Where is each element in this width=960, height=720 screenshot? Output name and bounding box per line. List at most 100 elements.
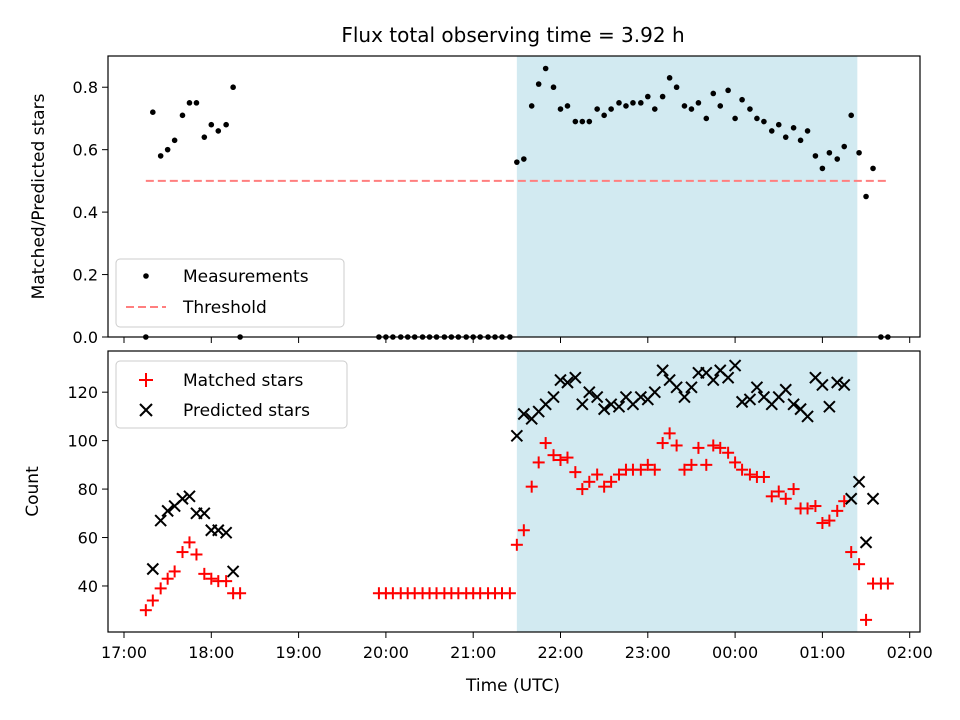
matched-point (176, 546, 189, 559)
matched-point (714, 441, 727, 454)
measurement-point (201, 134, 208, 140)
matched-point (183, 536, 196, 549)
matched-point (707, 439, 720, 452)
measurement-point (688, 106, 695, 112)
bottom-legend: Matched stars Predicted stars (115, 360, 348, 429)
matched-point (765, 490, 778, 503)
measurement-point (870, 165, 876, 172)
predicted-point (845, 492, 858, 505)
matched-point (831, 504, 844, 517)
matched-point (234, 587, 247, 600)
bottom-highlight-span (516, 351, 858, 632)
predicted-point (576, 398, 589, 411)
matched-point (190, 548, 203, 561)
measurement-point (171, 137, 178, 144)
x-tick-label: 17:00 (101, 643, 147, 662)
predicted-point (721, 371, 735, 384)
measurement-point (848, 112, 855, 119)
predicted-point (823, 400, 836, 413)
top-y-tick-label: 0.8 (73, 78, 98, 97)
measurement-point (542, 65, 549, 72)
legend-measurements-marker (143, 273, 149, 279)
bottom-y-tick-label: 100 (67, 432, 98, 451)
x-tick-label: 20:00 (363, 643, 409, 662)
matched-point (517, 524, 530, 537)
x-tick-label: 00:00 (712, 643, 758, 662)
predicted-point (816, 378, 829, 392)
measurement-point (623, 103, 629, 109)
measurement-point (826, 149, 833, 156)
predicted-point (198, 507, 211, 520)
measurement-point (812, 153, 819, 159)
predicted-point (183, 490, 196, 503)
measurement-point (638, 100, 644, 106)
measurement-point (601, 112, 607, 119)
matched-point (146, 594, 159, 607)
predicted-point (787, 398, 800, 411)
measurement-point (703, 115, 710, 122)
measurement-point (514, 159, 520, 165)
measurement-point (157, 153, 164, 159)
predicted-point (859, 536, 873, 549)
top-axes-frame (107, 55, 921, 338)
measurement-point (550, 84, 557, 91)
matched-point (860, 613, 873, 626)
matched-point (656, 437, 669, 450)
matched-point (161, 572, 174, 585)
measurement-point (535, 81, 542, 87)
x-tick-label: 02:00 (887, 643, 933, 662)
x-tick-label: 19:00 (276, 643, 322, 662)
measurement-point (150, 109, 156, 115)
measurements-series (143, 65, 891, 340)
top-y-tick-label: 0.0 (73, 328, 98, 347)
predicted-point (547, 390, 560, 404)
predicted-series (146, 359, 880, 578)
measurement-point (186, 100, 193, 106)
matched-series (139, 427, 894, 626)
bottom-legend-box (115, 360, 348, 429)
matched-point (816, 516, 829, 529)
matched-point (736, 463, 749, 476)
matched-point (591, 468, 604, 481)
measurement-point (673, 84, 680, 91)
matched-point (685, 458, 698, 471)
predicted-point (590, 390, 604, 404)
predicted-point (146, 562, 160, 576)
matched-point (612, 468, 625, 481)
matched-point (503, 587, 516, 600)
bottom-y-tick-label: 120 (67, 383, 98, 402)
x-tick-label: 23:00 (625, 643, 671, 662)
predicted-point (728, 359, 742, 372)
measurement-point (659, 93, 666, 100)
top-y-tick-label: 0.6 (73, 141, 98, 160)
measurement-point (630, 100, 636, 106)
matched-point (809, 500, 822, 513)
matched-point (641, 458, 654, 471)
matched-point (532, 456, 545, 469)
measurement-point (645, 93, 651, 100)
x-axis-label: Time (UTC) (465, 676, 560, 696)
top-ticks: 0.0 0.2 0.4 0.6 0.8 (73, 78, 911, 347)
measurement-point (739, 96, 745, 103)
predicted-point (838, 378, 851, 392)
predicted-point (154, 514, 167, 527)
measurement-point (790, 125, 797, 131)
matched-point (801, 502, 814, 515)
measurement-point (695, 100, 702, 106)
matched-point (205, 572, 218, 585)
matched-point (853, 558, 866, 571)
top-y-tick-label: 0.4 (73, 203, 98, 222)
matched-point (547, 449, 560, 462)
measurement-point (856, 149, 862, 156)
predicted-point (656, 364, 669, 377)
measurement-point (594, 106, 600, 112)
measurement-point (841, 143, 848, 150)
matched-point (663, 427, 676, 440)
predicted-point (866, 492, 880, 505)
measurement-point (572, 118, 579, 125)
top-panel: 0.00.20.40.60.8 Matched/Predicted stars … (29, 55, 921, 347)
predicted-point (612, 400, 626, 413)
predicted-point (678, 390, 691, 404)
predicted-point (685, 381, 698, 394)
